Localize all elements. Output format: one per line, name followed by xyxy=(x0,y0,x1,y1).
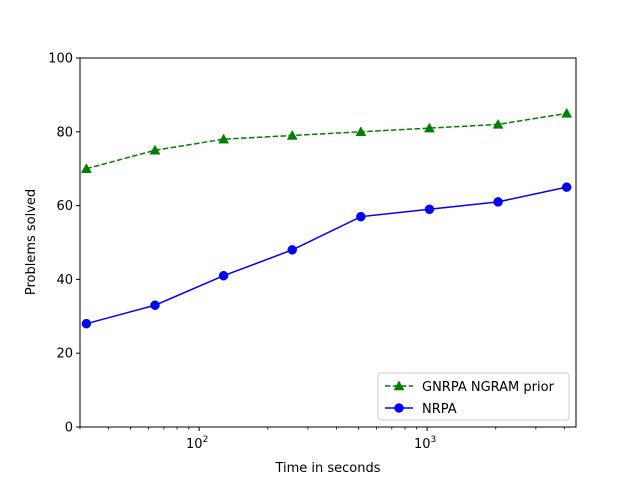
series-nrpa xyxy=(81,182,572,329)
legend: GNRPA NGRAM prior NRPA xyxy=(377,372,570,421)
axes-frame xyxy=(79,57,577,428)
x-tick-label: 102 xyxy=(186,435,208,452)
legend-label: GNRPA NGRAM prior xyxy=(422,380,555,395)
y-axis-label: Problems solved xyxy=(24,189,39,295)
data-point xyxy=(493,197,503,207)
data-point xyxy=(424,204,435,215)
data-point xyxy=(492,118,504,129)
y-axis: 0 20 40 60 80 100 xyxy=(48,52,80,436)
plot-area xyxy=(80,107,573,329)
y-tick-label: 100 xyxy=(48,52,73,67)
x-tick-label: 103 xyxy=(414,435,436,452)
data-point xyxy=(81,318,92,329)
series-gnrpa xyxy=(80,107,573,173)
y-tick-label: 40 xyxy=(56,273,73,288)
y-tick-label: 60 xyxy=(56,199,73,214)
data-point xyxy=(149,144,161,155)
data-point xyxy=(218,133,230,144)
legend-swatch-marker xyxy=(393,380,405,391)
data-point xyxy=(356,211,366,222)
data-point xyxy=(218,270,229,281)
x-axis: 102 103 xyxy=(79,427,565,452)
data-point xyxy=(287,245,297,255)
y-tick-label: 0 xyxy=(65,421,73,436)
series-line xyxy=(86,112,567,170)
legend-swatch-marker xyxy=(394,403,404,413)
data-point xyxy=(150,300,160,310)
legend-label: NRPA xyxy=(422,402,457,417)
data-point xyxy=(286,129,298,140)
data-point xyxy=(561,107,573,118)
y-tick-label: 80 xyxy=(56,125,73,140)
x-axis-label: Time in seconds xyxy=(274,461,380,476)
legend-box xyxy=(377,372,570,421)
y-tick-label: 20 xyxy=(56,347,73,362)
data-point xyxy=(355,126,367,137)
data-point xyxy=(80,163,92,173)
data-point xyxy=(561,182,572,192)
data-point xyxy=(424,122,435,133)
series-line xyxy=(86,186,567,325)
